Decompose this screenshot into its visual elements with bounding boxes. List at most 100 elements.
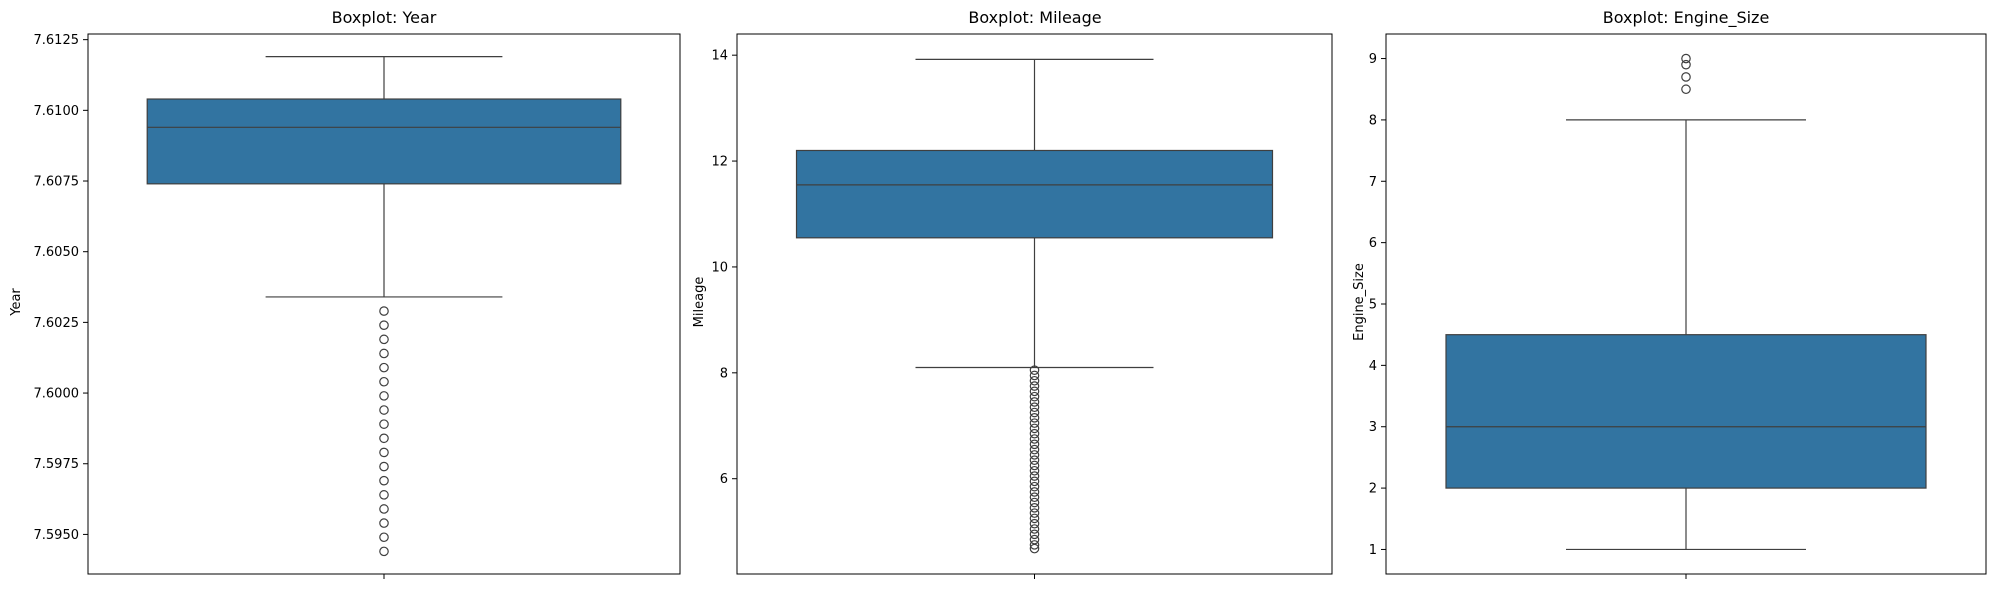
y-tick-label: 14 [711, 49, 728, 64]
outlier-point [379, 320, 389, 331]
outlier-point [1029, 513, 1040, 524]
outlier-point [379, 518, 389, 528]
y-tick-label: 9 [1369, 52, 1377, 67]
outlier-point [1029, 365, 1040, 375]
iqr-box [1445, 334, 1927, 489]
outlier-point [1029, 465, 1040, 476]
outlier-point [379, 447, 389, 458]
outlier-point [1029, 481, 1040, 492]
y-tick-label: 7.5950 [34, 528, 80, 543]
y-tick-label: 8 [1369, 113, 1377, 128]
outlier-point [379, 419, 389, 429]
y-tick-label: 7.6100 [34, 104, 80, 119]
outlier-point [379, 475, 389, 486]
outlier-point [379, 433, 389, 444]
outlier-point [379, 461, 389, 472]
outlier-point [1029, 497, 1040, 508]
outlier-point [1029, 434, 1040, 444]
iqr-box [146, 98, 622, 185]
outlier-point [1681, 53, 1691, 64]
outlier-point [379, 504, 389, 514]
axes-frame [1385, 33, 1987, 575]
outlier-point [379, 405, 389, 415]
outlier-point [379, 376, 389, 387]
outlier-point [1029, 413, 1040, 423]
y-tick-label: 6 [1369, 236, 1377, 251]
y-axis-label: Mileage [692, 277, 707, 328]
y-tick-label: 7.6050 [34, 245, 80, 260]
outlier-point [1029, 460, 1040, 471]
chart-title: Boxplot: Engine_Size [1603, 8, 1770, 28]
y-tick-label: 12 [711, 155, 728, 170]
y-tick-label: 4 [1369, 359, 1377, 374]
y-tick-label: 3 [1369, 420, 1377, 435]
outlier-point [1029, 423, 1040, 434]
axes-frame [736, 33, 1333, 575]
outlier-point [1029, 381, 1040, 391]
y-tick-label: 7.6025 [34, 316, 80, 331]
outlier-point [1029, 455, 1040, 465]
y-tick-label: 1 [1369, 543, 1377, 558]
y-ticks: 7.5950 7.5975 7.6000 7.6025 7.6050 7.6075 7.61… [34, 33, 385, 579]
y-tick-label: 2 [1369, 482, 1377, 497]
y-tick-label: 10 [711, 260, 728, 275]
box-marks [795, 58, 1274, 554]
outlier-point [1029, 508, 1040, 518]
outlier-point [1029, 518, 1040, 529]
outlier-point [379, 490, 389, 500]
y-tick-label: 5 [1369, 298, 1377, 313]
outlier-point [1029, 471, 1040, 481]
panel-engine-size: Boxplot: Engine_Size Engine_Size 1 2 3 4 5 6 7… [1352, 8, 1987, 579]
outlier-point [1029, 397, 1040, 407]
outlier-point [1029, 407, 1040, 418]
outlier-point [379, 362, 389, 373]
outlier-point [1029, 402, 1040, 413]
outlier-point [1029, 476, 1040, 487]
outlier-point [1029, 503, 1040, 513]
y-axis-label: Engine_Size [1352, 263, 1367, 341]
outlier-point [1029, 386, 1040, 397]
y-tick-label: 7.6125 [34, 33, 80, 48]
outlier-point [379, 532, 389, 543]
outlier-point [379, 306, 389, 316]
outlier-point [1029, 418, 1040, 428]
y-ticks: 1 2 3 4 5 6 7 8 9 [1369, 52, 1687, 579]
outlier-point [1681, 59, 1691, 70]
panel-mileage: Boxplot: Mileage Mileage 6 8 10 12 14 [692, 8, 1333, 579]
outlier-point [1029, 370, 1040, 381]
chart-title: Boxplot: Year [332, 8, 437, 27]
outlier-point [379, 546, 389, 557]
chart-title: Boxplot: Mileage [968, 8, 1101, 27]
outlier-point [1029, 428, 1040, 439]
outlier-point [1029, 487, 1040, 497]
outlier-point [1029, 450, 1040, 460]
outlier-point [1029, 492, 1040, 503]
outlier-point [1029, 529, 1040, 540]
panel-year: Boxplot: Year Year 7.5950 7.5975 7.6000 7.6… [9, 8, 681, 579]
outlier-point [379, 391, 389, 401]
y-axis-label: Year [9, 288, 24, 317]
outlier-point [1029, 524, 1040, 534]
outlier-point [1029, 444, 1040, 455]
outlier-point [379, 334, 389, 345]
y-tick-label: 8 [720, 366, 728, 381]
outlier-point [1029, 439, 1040, 450]
iqr-box [795, 149, 1274, 239]
outlier-point [1681, 72, 1691, 82]
outlier-point [1029, 543, 1040, 554]
y-tick-label: 7 [1369, 175, 1377, 190]
y-tick-label: 7.5975 [34, 457, 80, 472]
y-ticks: 6 8 10 12 14 [711, 49, 1035, 579]
outlier-point [379, 348, 389, 359]
outlier-point [1029, 375, 1040, 386]
box-marks [1445, 53, 1927, 551]
outlier-point [1029, 540, 1040, 550]
outlier-point [1681, 84, 1691, 95]
box-marks [146, 56, 622, 557]
outlier-point [1029, 391, 1040, 402]
y-tick-label: 6 [720, 472, 728, 487]
y-tick-label: 7.6000 [34, 387, 80, 402]
y-tick-label: 7.6075 [34, 175, 80, 190]
